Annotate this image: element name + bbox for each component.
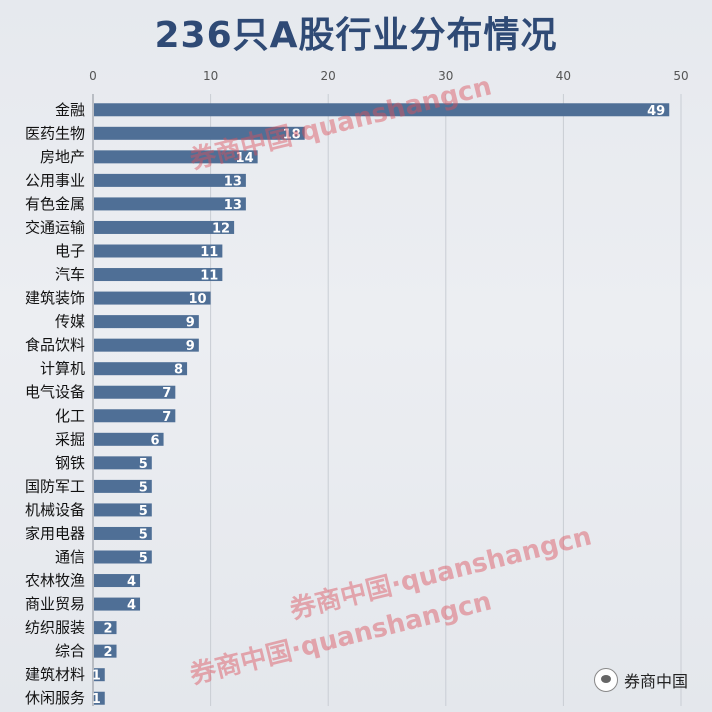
category-label: 通信 <box>55 548 85 566</box>
category-label: 医药生物 <box>25 124 85 142</box>
data-label: 13 <box>224 174 242 189</box>
bar <box>94 432 164 446</box>
bar <box>94 173 246 187</box>
category-label: 金融 <box>55 101 85 119</box>
x-tick-label: 0 <box>89 69 97 83</box>
data-label: 13 <box>224 198 242 213</box>
bar <box>94 597 141 611</box>
bar <box>94 691 105 705</box>
category-label: 建筑装饰 <box>25 289 85 307</box>
bar <box>94 644 117 658</box>
bar <box>94 385 176 399</box>
x-tick-label: 50 <box>673 69 688 83</box>
bar <box>94 291 211 305</box>
brand-badge: 券商中国 <box>593 668 688 692</box>
bar <box>94 126 305 140</box>
bar <box>94 338 199 352</box>
data-label: 18 <box>283 127 301 142</box>
data-label: 7 <box>162 410 171 425</box>
data-label: 5 <box>139 480 148 495</box>
bar <box>94 103 670 117</box>
data-label: 14 <box>236 151 254 166</box>
category-label: 有色金属 <box>25 195 85 213</box>
bar <box>94 526 152 540</box>
bar <box>94 621 117 635</box>
wechat-logo-icon <box>593 668 618 692</box>
x-tick-label: 30 <box>438 69 453 83</box>
category-label: 农林牧渔 <box>25 572 85 590</box>
brand-name: 券商中国 <box>623 672 688 691</box>
bar <box>94 362 188 376</box>
data-label: 4 <box>127 575 136 590</box>
category-label: 钢铁 <box>55 454 85 472</box>
category-label: 电气设备 <box>25 383 85 401</box>
bar <box>94 409 176 423</box>
data-label: 9 <box>186 339 195 354</box>
bar <box>94 244 223 258</box>
category-label: 建筑材料 <box>25 666 85 684</box>
data-label: 2 <box>103 622 112 637</box>
data-label: 12 <box>212 221 230 236</box>
data-label: 1 <box>92 669 101 684</box>
data-label: 9 <box>186 316 195 331</box>
bar <box>94 503 152 517</box>
category-label: 交通运输 <box>25 218 85 236</box>
data-label: 5 <box>139 457 148 472</box>
data-label: 4 <box>127 598 136 613</box>
category-label: 纺织服装 <box>25 619 85 637</box>
category-label: 计算机 <box>40 360 85 378</box>
category-label: 传媒 <box>55 313 85 331</box>
x-tick-label: 20 <box>321 69 336 83</box>
category-label: 电子 <box>55 242 85 260</box>
bar <box>94 479 152 493</box>
data-label: 11 <box>200 245 218 260</box>
data-label: 2 <box>103 645 112 660</box>
bar <box>94 220 235 234</box>
data-label: 5 <box>139 527 148 542</box>
bar <box>94 150 258 164</box>
category-label: 休闲服务 <box>25 689 85 707</box>
bar <box>94 550 152 564</box>
data-label: 8 <box>174 363 183 378</box>
category-label: 家用电器 <box>25 524 85 542</box>
data-label: 10 <box>189 292 207 307</box>
category-label: 房地产 <box>40 148 85 166</box>
data-label: 7 <box>162 386 171 401</box>
data-label: 1 <box>92 692 101 707</box>
bar <box>94 668 105 682</box>
bar <box>94 456 152 470</box>
data-label: 49 <box>647 104 665 119</box>
category-label: 采掘 <box>55 430 85 448</box>
chart-title: 236只A股行业分布情况 <box>154 15 558 56</box>
category-label: 综合 <box>55 642 85 660</box>
category-label: 商业贸易 <box>25 595 85 613</box>
category-label: 国防军工 <box>25 477 85 495</box>
bar <box>94 315 199 329</box>
category-label: 汽车 <box>55 266 85 284</box>
bar <box>94 197 246 211</box>
x-tick-label: 10 <box>203 69 218 83</box>
data-label: 5 <box>139 504 148 519</box>
data-label: 6 <box>151 433 160 448</box>
data-label: 11 <box>200 269 218 284</box>
category-label: 化工 <box>55 407 85 425</box>
category-label: 食品饮料 <box>25 336 85 354</box>
category-label: 公用事业 <box>25 171 85 189</box>
x-tick-label: 40 <box>556 69 571 83</box>
bar <box>94 268 223 282</box>
bar <box>94 574 141 588</box>
data-label: 5 <box>139 551 148 566</box>
category-label: 机械设备 <box>25 501 85 519</box>
